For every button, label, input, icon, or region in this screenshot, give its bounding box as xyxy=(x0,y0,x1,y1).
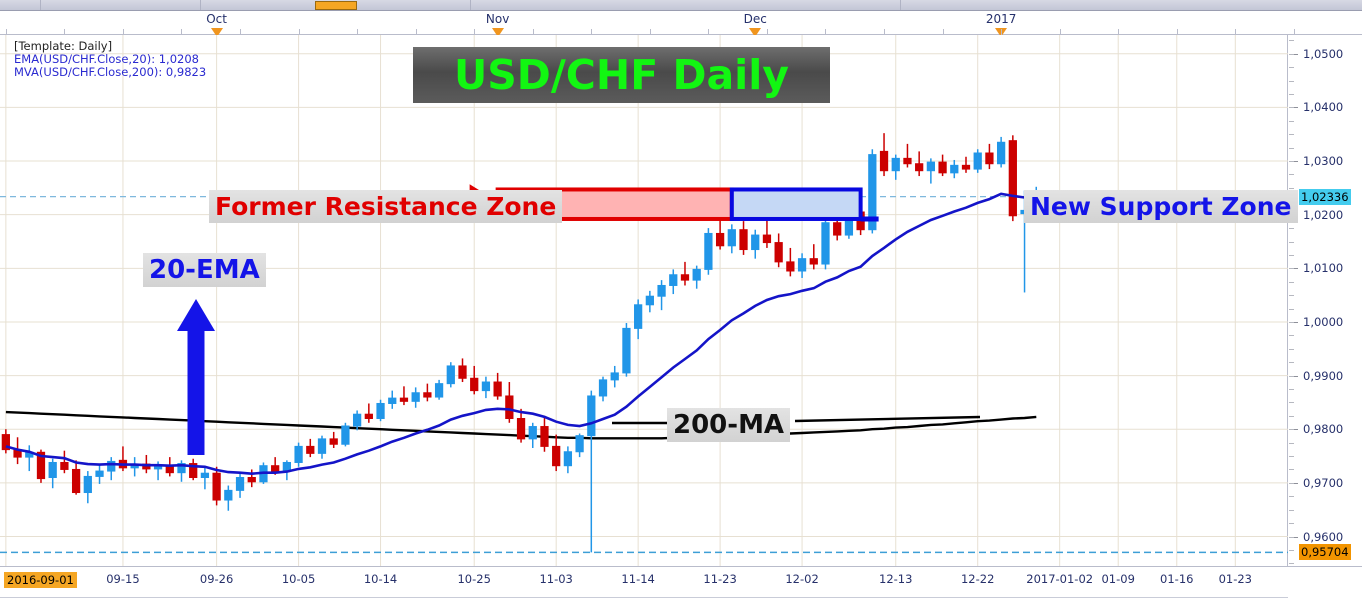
current-price-badge[interactable]: 1,02336 xyxy=(1299,188,1351,205)
price-axis[interactable]: 1,0500 1,0400 1,0300 1,0200 1,0100 1,0000 0,99… xyxy=(1289,35,1362,566)
price-tick-label: 1,0500 xyxy=(1303,46,1344,61)
price-tick-label: 0,9800 xyxy=(1303,422,1344,437)
month-label-2017: 2017 xyxy=(985,12,1017,26)
date-tick-label: 01-23 xyxy=(1218,572,1253,586)
month-marker-triangle-icon xyxy=(491,28,504,37)
date-tick-label: 12-13 xyxy=(879,572,913,586)
month-marker-triangle-icon xyxy=(210,28,223,37)
month-marker-triangle-icon xyxy=(749,28,762,37)
annotation-200-ma: 200-MA xyxy=(667,408,791,442)
legend-ema: EMA(USD/CHF.Close,20): 1,0208 xyxy=(14,52,199,66)
date-tick-label: 2017-01-02 xyxy=(1026,572,1094,586)
date-tick-label: 09-26 xyxy=(199,572,234,586)
month-label-oct: Oct xyxy=(206,12,227,26)
date-tick-label: 01-16 xyxy=(1160,572,1194,586)
legend-mva: MVA(USD/CHF.Close,200): 0,9823 xyxy=(14,65,207,79)
page-title: USD/CHF Daily xyxy=(453,51,790,99)
date-tick-label: 12-22 xyxy=(960,572,995,586)
date-tick-label: 09-15 xyxy=(106,572,140,586)
date-tick-label: 11-14 xyxy=(621,572,655,586)
date-tick-label: 11-23 xyxy=(703,572,737,586)
active-tool-indicator[interactable] xyxy=(315,1,357,10)
price-tick-label: 0,9600 xyxy=(1303,529,1344,544)
date-axis: 2016-09-01 09-15 09-26 10-05 10-14 10-25 11-03… xyxy=(0,566,1362,604)
legend-template: [Template: Daily] xyxy=(14,39,113,53)
date-tick-label: 2016-09-01 xyxy=(4,572,77,588)
price-tick-label: 1,0200 xyxy=(1303,207,1344,222)
price-tick-label: 1,0100 xyxy=(1303,261,1344,276)
month-axis: Oct Nov Dec 2017 xyxy=(0,11,1362,37)
price-tick-label: 0,9900 xyxy=(1303,368,1344,383)
date-tick-label: 12-02 xyxy=(785,572,819,586)
date-tick-label: 11-03 xyxy=(539,572,573,586)
date-tick-label: 10-05 xyxy=(281,572,316,586)
annotation-former-resistance: Former Resistance Zone xyxy=(209,190,563,223)
date-tick-label: 01-09 xyxy=(1101,572,1135,586)
indicator-legend: [Template: Daily] EMA(USD/CHF.Close,20):… xyxy=(14,40,206,79)
month-label-nov: Nov xyxy=(485,12,510,26)
price-tick-label: 1,0300 xyxy=(1303,154,1344,169)
price-tick-label: 1,0000 xyxy=(1303,314,1344,329)
price-tick-label: 0,9700 xyxy=(1303,475,1344,490)
price-chart-plot[interactable] xyxy=(0,35,1288,566)
low-price-badge[interactable]: 0,95704 xyxy=(1299,544,1351,561)
candlestick-svg xyxy=(0,35,1288,566)
annotation-20-ema: 20-EMA xyxy=(143,253,266,287)
chart-title-banner: USD/CHF Daily xyxy=(413,47,830,103)
month-label-dec: Dec xyxy=(743,12,767,26)
annotation-new-support: New Support Zone xyxy=(1024,190,1298,223)
date-tick-label: 10-25 xyxy=(457,572,491,586)
top-toolbar[interactable] xyxy=(0,0,1362,11)
date-tick-label: 10-14 xyxy=(363,572,398,586)
price-tick-label: 1,0400 xyxy=(1303,100,1344,115)
